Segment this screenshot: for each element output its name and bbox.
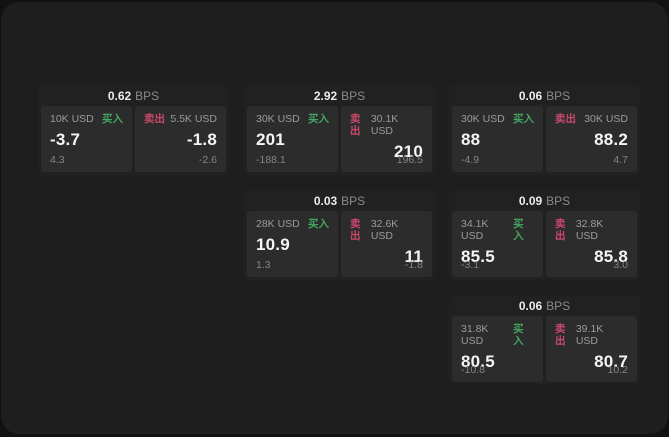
- sell-quote-panel[interactable]: 卖出 39.1K USD 80.7 10.2: [546, 316, 637, 382]
- card-header: 0.06 BPS: [449, 85, 640, 106]
- buy-price: -3.7: [50, 130, 81, 149]
- quote-card: 2.92 BPS 30K USD 买入 201 -188.1 卖出 30.1K U…: [244, 85, 435, 175]
- sell-size-label: 30.1K USD: [370, 113, 399, 137]
- sell-price: 11: [404, 247, 423, 266]
- buy-size-label: 30K USD: [256, 113, 300, 125]
- sell-sub-value: 4.7: [613, 154, 628, 166]
- buy-size-label: 30K USD: [461, 113, 505, 125]
- sell-size-label: 30K USD: [584, 113, 628, 125]
- quote-card: 0.03 BPS 28K USD 买入 10.9 1.3 卖出 32.6K USD…: [244, 190, 435, 280]
- sell-price: 88.2: [594, 130, 628, 149]
- bps-value: 0.62: [107, 89, 132, 103]
- buy-size-label: 31.8K USD: [461, 323, 489, 347]
- sell-size-label: 39.1K USD: [575, 323, 604, 347]
- sell-side-label: 卖出: [350, 218, 361, 242]
- sell-side-label: 卖出: [555, 218, 566, 242]
- buy-sub-value: -3.1: [461, 259, 480, 271]
- sell-sub-value: -2.6: [198, 154, 217, 166]
- buy-sub-value: -188.1: [256, 154, 286, 166]
- card-header: 0.62 BPS: [38, 85, 229, 106]
- buy-size-label: 28K USD: [256, 218, 300, 230]
- card-header: 0.09 BPS: [449, 190, 640, 211]
- buy-sub-value: 4.3: [50, 154, 65, 166]
- quote-card: 0.06 BPS 30K USD 买入 88 -4.9 卖出 30K USD 88…: [449, 85, 640, 175]
- buy-size-label: 10K USD: [50, 113, 94, 125]
- buy-side-label: 买入: [102, 113, 123, 125]
- buy-quote-panel[interactable]: 30K USD 买入 88 -4.9: [452, 106, 543, 172]
- sell-price: 85.8: [594, 247, 628, 266]
- sell-price: 80.7: [594, 352, 628, 371]
- sell-size-label: 5.5K USD: [170, 113, 217, 125]
- quote-card: 0.06 BPS 31.8K USD 买入 80.5 -10.8 卖出 39.1K…: [449, 295, 640, 385]
- buy-sub-value: -4.9: [461, 154, 480, 166]
- card-header: 0.03 BPS: [244, 190, 435, 211]
- sell-side-label: 卖出: [350, 113, 361, 137]
- bps-unit-label: BPS: [341, 89, 366, 103]
- bps-unit-label: BPS: [546, 89, 571, 103]
- sell-quote-panel[interactable]: 卖出 5.5K USD -1.8 -2.6: [135, 106, 226, 172]
- buy-side-label: 买入: [513, 323, 524, 347]
- card-header: 2.92 BPS: [244, 85, 435, 106]
- buy-side-label: 买入: [513, 218, 524, 242]
- buy-quote-panel[interactable]: 30K USD 买入 201 -188.1: [247, 106, 338, 172]
- bps-unit-label: BPS: [546, 299, 571, 313]
- quote-card: 0.09 BPS 34.1K USD 买入 85.5 -3.1 卖出 32.8K …: [449, 190, 640, 280]
- bps-unit-label: BPS: [341, 194, 366, 208]
- sell-sub-value: 10.2: [607, 364, 628, 376]
- sell-sub-value: -1.8: [404, 259, 423, 271]
- sell-side-label: 卖出: [555, 113, 576, 125]
- buy-sub-value: 1.3: [256, 259, 271, 271]
- buy-price: 10.9: [256, 235, 290, 254]
- sell-sub-value: 196.5: [396, 154, 423, 166]
- bps-value: 0.09: [518, 194, 543, 208]
- buy-price: 201: [256, 130, 285, 149]
- bps-value: 2.92: [313, 89, 338, 103]
- buy-side-label: 买入: [308, 218, 329, 230]
- bps-value: 0.03: [313, 194, 338, 208]
- buy-side-label: 买入: [513, 113, 534, 125]
- sell-quote-panel[interactable]: 卖出 32.6K USD 11 -1.8: [341, 211, 432, 277]
- quote-card: 0.62 BPS 10K USD 买入 -3.7 4.3 卖出 5.5K USD …: [38, 85, 229, 175]
- card-header: 0.06 BPS: [449, 295, 640, 316]
- buy-quote-panel[interactable]: 28K USD 买入 10.9 1.3: [247, 211, 338, 277]
- sell-price: -1.8: [186, 130, 217, 149]
- bps-unit-label: BPS: [135, 89, 160, 103]
- buy-quote-panel[interactable]: 10K USD 买入 -3.7 4.3: [41, 106, 132, 172]
- sell-size-label: 32.8K USD: [575, 218, 604, 242]
- buy-size-label: 34.1K USD: [461, 218, 489, 242]
- sell-size-label: 32.6K USD: [370, 218, 399, 242]
- buy-quote-panel[interactable]: 34.1K USD 买入 85.5 -3.1: [452, 211, 543, 277]
- sell-side-label: 卖出: [144, 113, 165, 125]
- buy-sub-value: -10.8: [461, 364, 485, 376]
- buy-price: 88: [461, 130, 481, 149]
- bps-unit-label: BPS: [546, 194, 571, 208]
- sell-side-label: 卖出: [555, 323, 566, 347]
- sell-quote-panel[interactable]: 卖出 30.1K USD 210 196.5: [341, 106, 432, 172]
- buy-side-label: 买入: [308, 113, 329, 125]
- sell-quote-panel[interactable]: 卖出 32.8K USD 85.8 3.0: [546, 211, 637, 277]
- buy-quote-panel[interactable]: 31.8K USD 买入 80.5 -10.8: [452, 316, 543, 382]
- bps-value: 0.06: [518, 299, 543, 313]
- bps-value: 0.06: [518, 89, 543, 103]
- sell-quote-panel[interactable]: 卖出 30K USD 88.2 4.7: [546, 106, 637, 172]
- buy-price: 80.5: [461, 352, 495, 371]
- sell-price: 210: [394, 142, 423, 161]
- sell-sub-value: 3.0: [613, 259, 628, 271]
- buy-price: 85.5: [461, 247, 495, 266]
